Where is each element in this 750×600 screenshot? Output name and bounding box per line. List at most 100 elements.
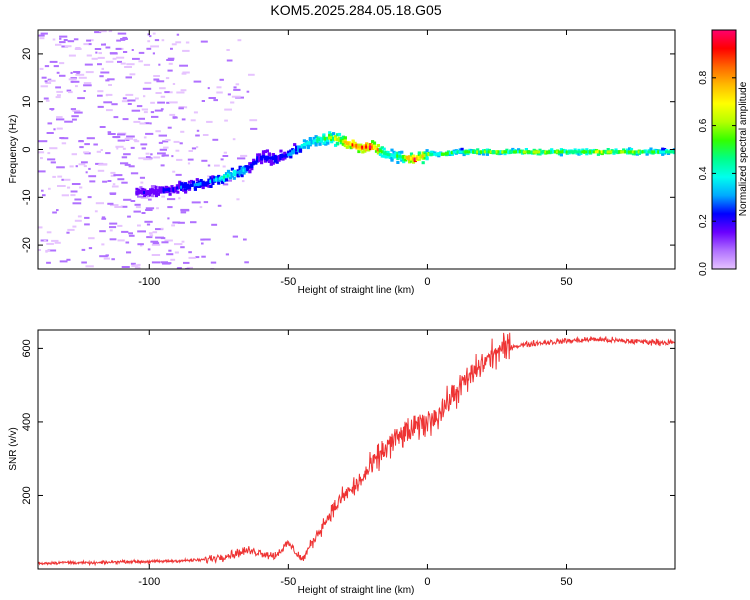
heatmap-noise-cell (138, 157, 146, 160)
heatmap-ridge-core (592, 150, 596, 154)
heatmap-noise-cell (168, 62, 173, 65)
heatmap-noise-cell (227, 93, 231, 96)
heatmap-noise-cell (125, 139, 130, 141)
heatmap-ridge-core (226, 174, 230, 178)
heatmap-noise-cell (134, 203, 141, 206)
y-tick-label: 400 (21, 413, 33, 431)
heatmap-noise-cell (40, 32, 48, 35)
heatmap-ridge-cell (193, 187, 197, 191)
heatmap-noise-cell (153, 78, 160, 81)
heatmap-noise-cell (150, 240, 159, 243)
heatmap-noise-cell (110, 174, 116, 177)
heatmap-noise-cell (181, 118, 186, 121)
heatmap-ridge-cell (351, 141, 355, 145)
heatmap-noise-cell (142, 87, 152, 90)
heatmap-ridge-cell (392, 155, 396, 159)
heatmap-noise-cell (135, 97, 139, 100)
heatmap-ridge-core (349, 142, 353, 146)
heatmap-noise-cell (74, 111, 83, 114)
heatmap-ridge-core (168, 187, 172, 191)
heatmap-ridge-cell (174, 189, 178, 192)
heatmap-noise-cell (55, 86, 61, 89)
heatmap-ridge-cell (343, 144, 347, 148)
heatmap-ridge-cell (380, 154, 384, 158)
heatmap-ridge-core (466, 150, 469, 154)
heatmap-ridge-cell (230, 174, 234, 178)
heatmap-ridge-cell (466, 152, 470, 156)
heatmap-noise-cell (101, 217, 107, 220)
heatmap-noise-cell (232, 235, 238, 238)
heatmap-ridge-cell (207, 184, 211, 188)
heatmap-ridge-core (326, 136, 329, 140)
heatmap-noise-cell (143, 136, 147, 139)
heatmap-noise-cell (141, 212, 146, 214)
heatmap-ridge-cell (217, 174, 221, 178)
heatmap-ridge-core (289, 152, 292, 156)
heatmap-ridge-cell (666, 152, 671, 155)
heatmap-ridge-core (561, 150, 565, 154)
heatmap-noise-cell (155, 92, 162, 94)
heatmap-ridge-core (267, 156, 271, 160)
heatmap-ridge-cell (187, 186, 192, 189)
heatmap-ridge-core (460, 150, 464, 154)
heatmap-ridge-core (353, 144, 356, 148)
heatmap-ridge-core (567, 150, 571, 154)
heatmap-ridge-core (400, 155, 403, 159)
heatmap-ridge-cell (351, 139, 355, 143)
heatmap-ridge-cell (332, 132, 336, 136)
heatmap-ridge-cell (293, 143, 297, 147)
heatmap-noise-cell (172, 221, 181, 224)
heatmap-ridge-core (152, 190, 156, 194)
heatmap-noise-cell (196, 129, 200, 132)
heatmap-noise-cell (116, 146, 119, 148)
heatmap-noise-cell (131, 49, 134, 51)
heatmap-ridge-core (575, 150, 578, 154)
heatmap-noise-cell (151, 261, 161, 264)
heatmap-noise-cell (158, 141, 163, 144)
heatmap-noise-cell (68, 78, 77, 81)
heatmap-noise-cell (141, 108, 148, 111)
x-tick-label: 0 (424, 576, 430, 588)
snr-x-ticks: -100 -50 0 50 (138, 330, 573, 588)
heatmap-ridge-cell (577, 152, 581, 156)
heatmap-ridge-core (555, 150, 559, 154)
heatmap-ridge-core (591, 150, 594, 154)
heatmap-ridge-cell (421, 152, 425, 156)
heatmap-noise-cell (59, 37, 62, 40)
heatmap-noise-cell (166, 253, 174, 256)
heatmap-ridge-cell (211, 175, 215, 179)
heatmap-noise-cell (167, 198, 176, 201)
heatmap-noise-cell (149, 234, 154, 237)
heatmap-ridge-core (433, 152, 436, 156)
heatmap-ridge-core (497, 150, 501, 154)
heatmap-ridge-cell (232, 169, 236, 173)
heatmap-ridge-cell (256, 153, 260, 157)
heatmap-noise-cell (56, 209, 59, 212)
heatmap-ridge-cell (256, 156, 260, 160)
heatmap-noise-cell (48, 187, 51, 190)
heatmap-ridge-core (236, 170, 240, 174)
heatmap-ridge-cell (182, 188, 186, 192)
heatmap-ridge-core (359, 145, 362, 149)
heatmap-ridge-cell (322, 135, 326, 139)
heatmap-ridge-cell (361, 150, 365, 154)
heatmap-noise-cell (237, 157, 246, 160)
heatmap-ridge-cell (559, 153, 563, 157)
heatmap-noise-cell (96, 150, 101, 153)
heatmap-noise-cell (138, 117, 145, 120)
heatmap-noise-cell (127, 103, 132, 105)
heatmap-ridge-cell (240, 166, 244, 170)
heatmap-ridge-core (517, 150, 520, 154)
heatmap-ridge-cell (335, 133, 340, 137)
heatmap-ridge-cell (431, 151, 435, 155)
heatmap-noise-cell (56, 166, 65, 169)
heatmap-noise-cell (71, 183, 81, 185)
heatmap-noise-cell (203, 201, 209, 204)
heatmap-noise-cell (111, 103, 118, 106)
heatmap-noise-cell (151, 254, 161, 256)
heatmap-ridge-cell (217, 179, 221, 183)
heatmap-ridge-core (207, 180, 210, 184)
heatmap-noise-cell (97, 90, 104, 93)
heatmap-ridge-cell (207, 178, 211, 182)
heatmap-ridge-cell (168, 192, 172, 196)
